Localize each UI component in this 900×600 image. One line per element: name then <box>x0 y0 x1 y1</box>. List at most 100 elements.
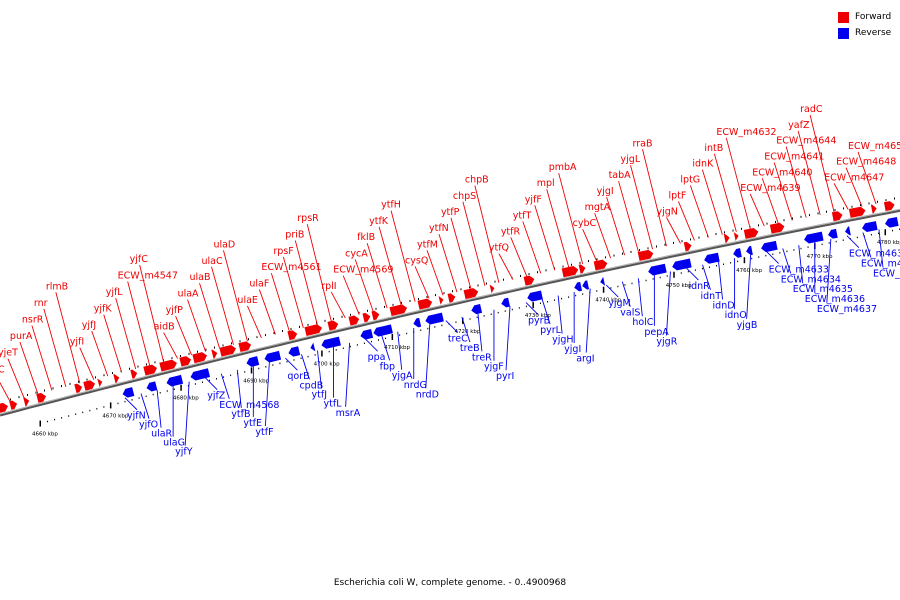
gene-label[interactable]: ECW_m4568 <box>219 400 279 411</box>
gene-label[interactable]: treB <box>460 343 480 354</box>
gene-label[interactable]: ECW_m4638 <box>849 249 900 260</box>
gene-label[interactable]: holC <box>632 317 653 328</box>
gene-label[interactable]: lptF <box>668 190 686 201</box>
gene-label[interactable]: ppa <box>368 352 386 363</box>
gene-label[interactable]: idnR <box>688 281 710 292</box>
gene-label[interactable]: ytfF <box>255 427 273 438</box>
gene-label[interactable]: ECW_m4643 <box>861 259 900 270</box>
gene-label[interactable]: rpsR <box>297 213 319 224</box>
gene-label[interactable]: cpdB <box>299 380 323 391</box>
gene-label[interactable]: yjfI <box>70 337 84 348</box>
gene-label[interactable]: rraB <box>633 138 653 149</box>
gene-label[interactable]: ytfE <box>243 418 262 429</box>
gene-label[interactable]: ytfP <box>441 207 460 218</box>
gene-label[interactable]: yjfN <box>127 411 146 422</box>
gene-label[interactable]: rlmB <box>46 281 68 292</box>
gene-label[interactable]: yjgR <box>656 336 677 347</box>
gene-label[interactable]: nrdD <box>416 389 439 400</box>
gene-label[interactable]: ECW_m4640 <box>752 167 812 178</box>
gene-label[interactable]: yjfL <box>106 287 124 298</box>
gene-label[interactable]: ytfK <box>369 216 389 227</box>
gene-label[interactable]: idnO <box>725 310 747 321</box>
gene-label[interactable]: hflC <box>0 364 5 375</box>
gene-label[interactable]: ulaF <box>249 279 269 290</box>
gene-label[interactable]: nsrR <box>22 314 44 325</box>
gene-label[interactable]: radC <box>800 104 823 115</box>
gene-label[interactable]: ECW_m4632 <box>716 127 776 138</box>
gene-label[interactable]: yjgA <box>392 371 413 382</box>
gene-label[interactable]: ytfQ <box>489 243 509 254</box>
gene-label[interactable]: purA <box>10 331 33 342</box>
gene-label[interactable]: yafZ <box>788 120 810 131</box>
gene-label[interactable]: yjeT <box>0 348 18 359</box>
gene-label[interactable]: yjgN <box>656 206 677 217</box>
gene-label[interactable]: pyrL <box>540 325 562 336</box>
gene-label[interactable]: chpS <box>453 191 476 202</box>
gene-label[interactable]: ulaD <box>213 239 235 250</box>
gene-label[interactable]: yjfY <box>175 447 193 458</box>
gene-label[interactable]: qorB <box>287 371 309 382</box>
gene-label[interactable]: ytfB <box>231 409 250 420</box>
gene-label[interactable]: ytfM <box>417 239 438 250</box>
gene-label[interactable]: rplI <box>321 281 336 292</box>
gene-label[interactable]: yjfF <box>525 194 542 205</box>
gene-label[interactable]: idnD <box>713 300 735 311</box>
gene-label[interactable]: ECW_m4635 <box>793 284 853 295</box>
gene-label[interactable]: valS <box>620 308 640 319</box>
gene-label[interactable]: ulaA <box>178 289 199 300</box>
gene-label[interactable]: yjgM <box>608 298 631 309</box>
gene-label[interactable]: rnr <box>34 298 48 309</box>
gene-label[interactable]: fklB <box>357 232 375 243</box>
gene-label[interactable]: cycA <box>345 248 368 259</box>
gene-label[interactable]: yjfJ <box>82 320 96 331</box>
gene-label[interactable]: priB <box>285 230 304 241</box>
gene-label[interactable]: ECW_m4569 <box>333 265 393 276</box>
gene-label[interactable]: aidB <box>154 322 175 333</box>
gene-label[interactable]: ulaG <box>163 438 185 449</box>
gene-label[interactable]: ECW_m4561 <box>261 262 321 273</box>
gene-label[interactable]: ECW_m4634 <box>781 274 841 285</box>
gene-label[interactable]: ulaC <box>201 256 222 267</box>
gene-label[interactable]: treC <box>448 334 468 345</box>
gene-label[interactable]: ECW_m4636 <box>805 294 865 305</box>
gene-label[interactable]: ytfT <box>513 210 532 221</box>
gene-label[interactable]: treR <box>472 352 492 363</box>
gene-label[interactable]: pmbA <box>549 162 577 173</box>
gene-label[interactable]: fbp <box>380 361 395 372</box>
gene-label[interactable]: cybC <box>573 218 597 229</box>
gene-label[interactable]: yjfP <box>166 305 184 316</box>
gene-label[interactable]: ECW_m4652 <box>848 141 900 152</box>
gene-label[interactable]: mpl <box>537 178 555 189</box>
gene-label[interactable]: pyrI <box>496 371 514 382</box>
gene-label[interactable]: tabA <box>609 170 632 181</box>
gene-label[interactable]: nrdG <box>404 380 427 391</box>
gene-label[interactable]: ECW_m4644 <box>776 136 836 147</box>
gene-label[interactable]: chpB <box>465 175 489 186</box>
gene-label[interactable]: ECW_m4637 <box>817 304 877 315</box>
gene-label[interactable]: mgtA <box>585 202 611 213</box>
gene-label[interactable]: ECW_m4547 <box>118 271 178 282</box>
gene-label[interactable]: yjfZ <box>207 391 226 402</box>
gene-label[interactable]: ytfN <box>429 223 449 234</box>
gene-label[interactable]: yjgL <box>621 154 641 165</box>
gene-label[interactable]: yjgF <box>484 362 504 373</box>
gene-label[interactable]: ECW_m4647 <box>824 172 884 183</box>
gene-label[interactable]: ECW_m4641 <box>764 151 824 162</box>
gene-label[interactable]: ytfL <box>324 399 343 410</box>
gene-label[interactable]: pepA <box>644 327 669 338</box>
gene-label[interactable]: msrA <box>336 408 361 419</box>
gene-label[interactable]: pyrB <box>528 316 550 327</box>
gene-label[interactable]: rpsF <box>273 246 293 257</box>
gene-label[interactable]: argI <box>576 354 594 365</box>
gene-label[interactable]: yjgB <box>737 320 758 331</box>
gene-label[interactable]: yjfC <box>130 254 149 265</box>
gene-label[interactable]: idnT <box>701 291 722 302</box>
gene-label[interactable]: ytfJ <box>312 389 328 400</box>
gene-label[interactable]: ECW_m4648 <box>836 157 896 168</box>
gene-label[interactable]: cysQ <box>405 255 428 266</box>
gene-label[interactable]: ECW_m4642 <box>873 268 900 279</box>
gene-label[interactable]: idnK <box>692 159 714 170</box>
gene-label[interactable]: ulaE <box>237 295 257 306</box>
gene-label[interactable]: ytfH <box>381 200 401 211</box>
gene-label[interactable]: yjgI <box>564 344 581 355</box>
